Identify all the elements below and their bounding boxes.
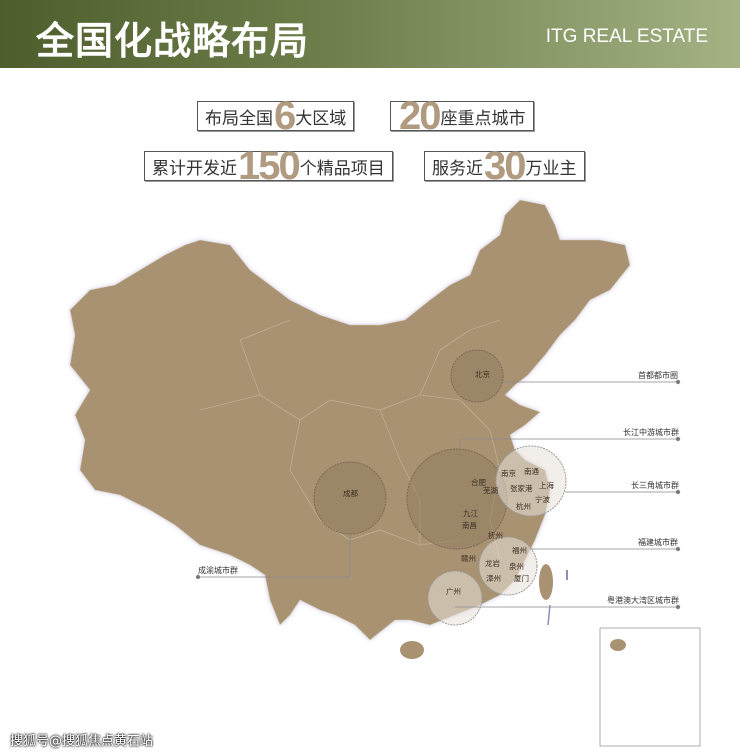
- stat-text: 座重点城市: [440, 108, 526, 129]
- stat-text: 累计开发近: [152, 158, 237, 179]
- city-label: 宁波: [535, 495, 550, 504]
- city-label: 上海: [539, 481, 554, 490]
- label-yangtze-delta: 长三角城市群: [631, 481, 679, 490]
- city-label: 抚州: [488, 531, 503, 540]
- circle-gba: [427, 570, 483, 626]
- label-capital-region: 首都都市圈: [638, 371, 678, 380]
- city-label: 北京: [475, 370, 490, 379]
- stat-text: 布局全国: [205, 108, 273, 129]
- stat-owners: 服务近 30 万业主: [424, 144, 585, 188]
- stat-number: 150: [238, 144, 301, 188]
- page-title: 全国化战略布局: [36, 19, 310, 63]
- city-label: 杭州: [516, 502, 531, 511]
- cluster-circles: [313, 349, 567, 626]
- city-label: 泉州: [509, 562, 524, 571]
- circle-yangtze-delta: [495, 445, 567, 517]
- city-label: 漳州: [486, 574, 501, 583]
- stat-regions: 布局全国 6 大区域: [197, 94, 355, 138]
- label-chengyu: 成渝城市群: [198, 566, 238, 575]
- city-label: 福州: [512, 546, 527, 555]
- city-label: 南昌: [462, 521, 477, 530]
- city-label: 南通: [524, 467, 539, 476]
- taiwan-shape: [539, 564, 553, 600]
- city-label: 九江: [463, 509, 478, 518]
- stat-text: 服务近: [432, 158, 483, 179]
- watermark: 搜狐号@搜狐焦点黄石站: [10, 734, 154, 749]
- stat-number: 30: [484, 144, 526, 188]
- stat-number: 20: [399, 94, 441, 138]
- leader-lines: [195, 379, 681, 610]
- city-label: 张家港: [510, 484, 533, 493]
- city-label: 芜湖: [483, 486, 498, 495]
- stat-cities: 20 座重点城市: [390, 94, 534, 138]
- city-label: 南京: [501, 469, 516, 478]
- stat-projects: 累计开发近 150 个精品项目: [144, 144, 393, 188]
- stat-text: 大区域: [295, 108, 347, 129]
- header-banner: 全国化战略布局 ITG REAL ESTATE: [0, 0, 740, 68]
- stat-text: 个精品项目: [299, 158, 385, 179]
- stat-text: 万业主: [525, 158, 577, 179]
- label-fujian: 福建城市群: [638, 538, 678, 547]
- circle-fujian: [478, 536, 538, 596]
- city-label: 赣州: [461, 554, 476, 563]
- circle-capital: [450, 349, 504, 403]
- label-yangtze-middle: 长江中游城市群: [623, 428, 679, 437]
- city-label: 合肥: [471, 478, 486, 487]
- city-label: 成都: [343, 489, 358, 498]
- city-label: 厦门: [514, 574, 529, 583]
- label-gba: 粤港澳大湾区城市群: [607, 596, 679, 605]
- circle-chengyu: [313, 461, 387, 535]
- hainan-shape: [400, 641, 424, 659]
- brand-name: ITG REAL ESTATE: [545, 26, 708, 47]
- city-label: 广州: [446, 587, 461, 596]
- city-label: 龙岩: [485, 559, 500, 568]
- stat-number: 6: [274, 94, 296, 138]
